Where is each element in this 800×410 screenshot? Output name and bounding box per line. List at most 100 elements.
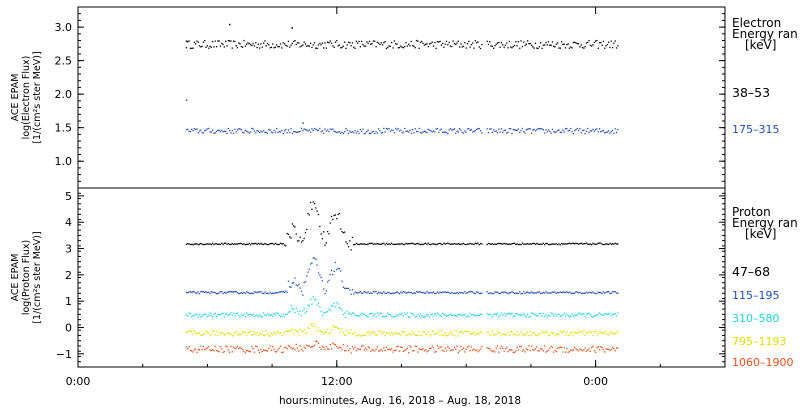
data-point <box>397 332 399 334</box>
data-point <box>551 332 554 335</box>
data-point <box>375 316 377 318</box>
data-point <box>272 334 274 336</box>
data-point <box>342 343 344 346</box>
data-point <box>495 43 497 45</box>
data-point <box>525 129 527 131</box>
data-point <box>496 291 499 293</box>
data-point <box>465 47 467 49</box>
data-point <box>371 42 373 45</box>
data-point <box>299 345 301 347</box>
data-point <box>428 292 431 294</box>
data-point <box>255 242 257 245</box>
data-point <box>303 237 305 240</box>
data-point <box>585 130 588 132</box>
data-point <box>316 129 318 131</box>
data-point <box>500 335 503 337</box>
data-point <box>295 330 297 332</box>
data-point <box>295 284 297 286</box>
data-point <box>613 132 615 134</box>
data-point <box>337 347 339 349</box>
data-point <box>434 292 436 295</box>
data-point <box>602 291 605 293</box>
data-point <box>568 242 571 244</box>
data-point <box>333 302 335 304</box>
data-point <box>282 42 284 44</box>
data-point <box>214 345 216 347</box>
data-point <box>217 40 219 42</box>
data-point <box>238 314 240 317</box>
data-point <box>362 128 364 130</box>
data-point <box>219 45 222 47</box>
data-point <box>527 243 529 245</box>
data-point <box>464 130 466 132</box>
data-point <box>444 243 446 245</box>
data-point <box>566 331 568 333</box>
data-point <box>291 307 293 310</box>
data-point <box>604 332 606 334</box>
data-point <box>602 40 605 42</box>
data-point <box>344 287 346 289</box>
data-point <box>530 291 533 293</box>
data-point <box>406 292 408 294</box>
data-point <box>562 351 564 353</box>
data-point <box>282 133 284 135</box>
data-point <box>558 313 560 315</box>
data-point <box>504 334 507 336</box>
data-point <box>381 332 384 335</box>
data-point <box>281 47 283 49</box>
data-point <box>251 292 253 294</box>
data-point <box>542 291 544 294</box>
data-point <box>387 348 389 351</box>
data-point <box>470 129 473 131</box>
data-point <box>537 315 539 317</box>
data-point <box>481 345 483 348</box>
data-point <box>527 40 529 42</box>
data-point <box>328 42 330 44</box>
data-point <box>227 349 229 351</box>
data-point <box>525 348 527 350</box>
data-point <box>243 132 245 134</box>
data-point <box>215 293 218 295</box>
data-point <box>551 346 554 349</box>
data-point <box>219 131 222 133</box>
data-point <box>246 43 248 45</box>
data-point <box>404 312 406 314</box>
data-point <box>379 350 381 352</box>
data-point <box>562 331 564 333</box>
data-point <box>210 46 212 48</box>
data-point <box>264 291 266 293</box>
data-point <box>294 349 296 351</box>
data-point <box>355 335 358 337</box>
data-point <box>592 345 594 347</box>
data-point <box>598 331 601 333</box>
data-point <box>571 313 573 315</box>
data-point <box>197 349 199 351</box>
data-point <box>554 131 556 133</box>
data-point <box>499 347 501 349</box>
data-point <box>218 129 220 131</box>
data-point <box>354 314 356 316</box>
data-point <box>575 129 577 131</box>
data-point <box>610 315 612 317</box>
data-point <box>568 350 571 353</box>
series-proton-0 <box>185 201 619 251</box>
x-tick-label: 0:00 <box>583 375 608 388</box>
data-point <box>257 349 259 351</box>
data-point <box>317 342 320 344</box>
data-point <box>507 292 509 295</box>
data-point <box>473 292 475 294</box>
data-point <box>243 331 245 333</box>
data-point <box>197 41 199 43</box>
data-point <box>396 314 398 316</box>
data-point <box>320 330 322 332</box>
data-point <box>195 332 197 334</box>
data-point <box>553 45 555 47</box>
data-point <box>423 243 425 245</box>
data-point <box>240 314 242 316</box>
data-point <box>432 347 435 349</box>
data-point <box>611 332 614 334</box>
data-point <box>370 350 372 353</box>
data-point <box>525 291 527 293</box>
data-point <box>276 351 278 353</box>
legend-title: Energy ran <box>732 216 798 230</box>
